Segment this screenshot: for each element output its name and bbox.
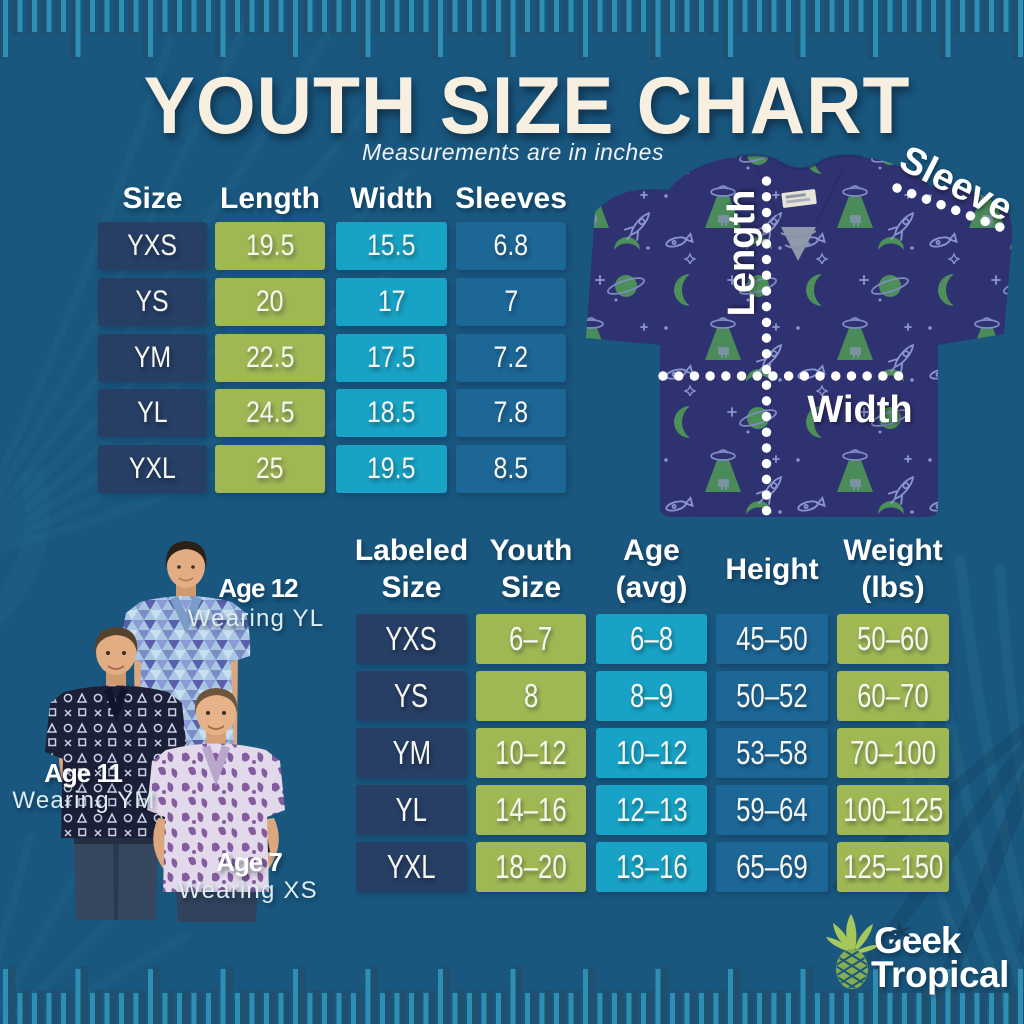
- svg-text:Width: Width: [807, 389, 912, 431]
- svg-text:Geek: Geek: [874, 920, 962, 961]
- svg-text:Tropical: Tropical: [871, 954, 1009, 995]
- svg-text:Length: Length: [721, 190, 763, 317]
